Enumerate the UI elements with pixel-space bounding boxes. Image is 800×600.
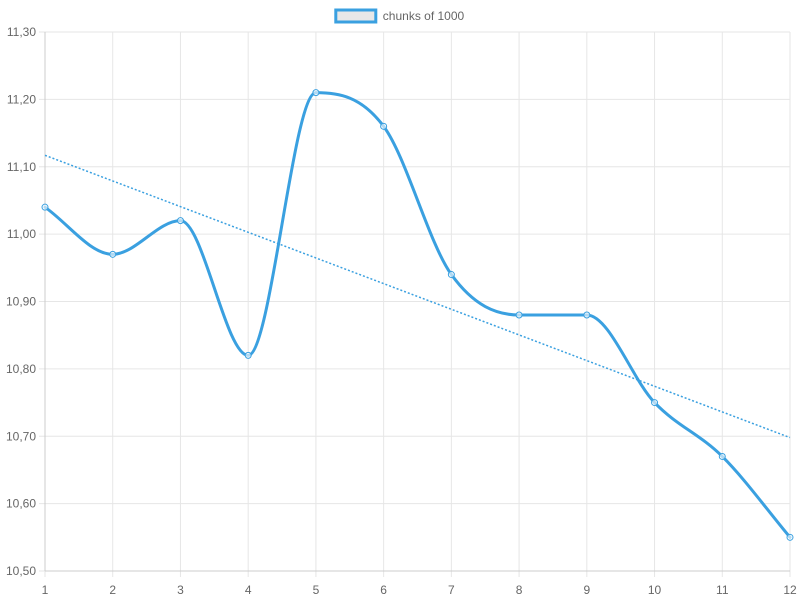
legend[interactable]: chunks of 1000: [334, 8, 465, 24]
trendline-layer: [44, 154, 791, 439]
y-tick-label: 11,20: [7, 92, 36, 106]
axes: 10,50 10,60 10,70 10,80 10,90 11,00 11,10 11,20…: [6, 25, 797, 597]
x-tick-label: 3: [177, 583, 184, 597]
x-tick-label: 4: [245, 583, 252, 597]
data-point-marker: [583, 311, 591, 319]
data-point-marker: [41, 203, 49, 211]
x-tick-label: 5: [313, 583, 320, 597]
data-point-marker: [786, 533, 794, 541]
grid: [39, 31, 791, 577]
data-point-marker: [244, 351, 252, 359]
data-point-marker: [176, 217, 184, 225]
data-point-marker: [312, 89, 320, 97]
legend-swatch[interactable]: [334, 8, 378, 24]
series-line: [43, 91, 792, 539]
data-point-marker: [380, 122, 388, 130]
y-tick-label: 11,00: [7, 227, 36, 241]
x-tick-label: 2: [109, 583, 116, 597]
y-tick-label: 11,10: [7, 160, 36, 174]
y-tick-label: 10,90: [6, 295, 36, 309]
y-tick-label: 10,50: [6, 564, 36, 578]
data-point-marker: [447, 271, 455, 279]
x-tick-label: 11: [716, 583, 729, 597]
x-tick-label: 1: [42, 583, 49, 597]
x-tick-label: 8: [516, 583, 523, 597]
data-point-marker: [515, 311, 523, 319]
x-tick-label: 12: [783, 583, 797, 597]
x-tick-label: 9: [583, 583, 590, 597]
y-tick-label: 10,80: [6, 362, 36, 376]
y-tick-label: 10,70: [6, 429, 36, 443]
x-tick-label: 6: [380, 583, 387, 597]
trendline: [44, 154, 791, 439]
data-point-marker: [651, 399, 659, 407]
data-point-marker: [109, 250, 117, 258]
x-tick-label: 10: [648, 583, 662, 597]
y-tick-label: 11,30: [7, 25, 36, 39]
data-point-marker: [718, 452, 726, 460]
y-tick-label: 10,60: [6, 497, 36, 511]
x-tick-label: 7: [448, 583, 455, 597]
series-layer: [41, 89, 794, 541]
legend-label[interactable]: chunks of 1000: [383, 9, 465, 23]
